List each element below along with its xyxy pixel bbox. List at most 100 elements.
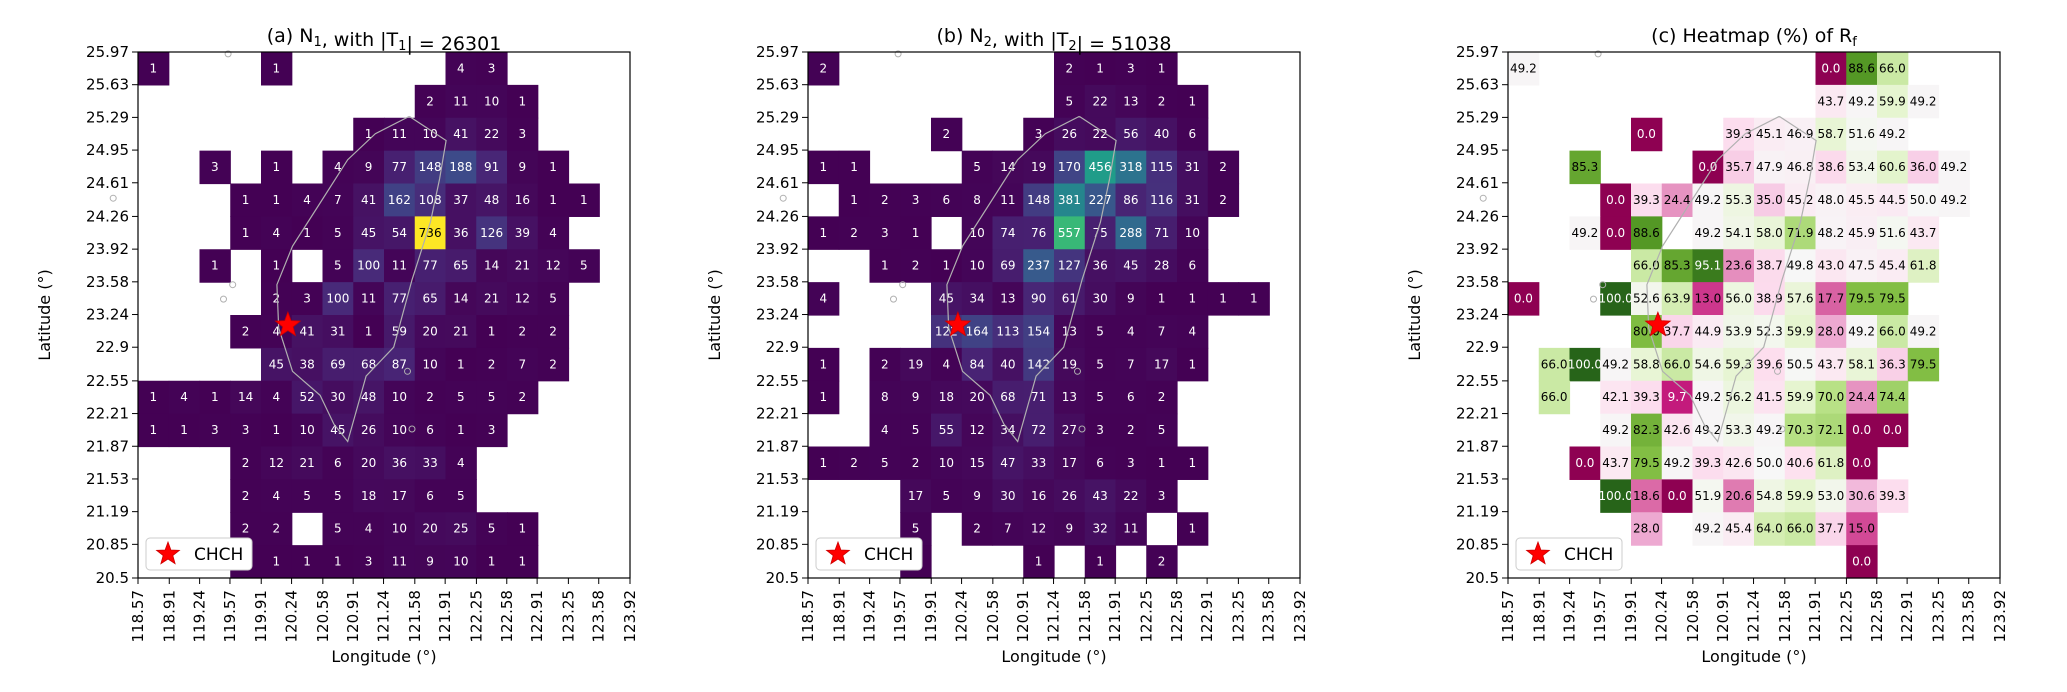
cell-value-label: 227: [1089, 193, 1112, 207]
heatmap-cell: [1877, 52, 1909, 86]
cell-value-label: 77: [422, 259, 437, 273]
heatmap-cell: [1815, 249, 1847, 283]
heatmap-cell: [1631, 512, 1663, 546]
cell-value-label: 54.8: [1756, 489, 1783, 503]
island-outline: [109, 194, 117, 202]
y-tick-label: 20.5: [766, 569, 799, 587]
cell-value-label: 1: [303, 226, 311, 240]
cell-value-label: 52: [299, 390, 314, 404]
cell-value-label: 53.0: [1818, 489, 1845, 503]
heatmap-cell: [1115, 315, 1147, 349]
heatmap-cell: [992, 249, 1024, 283]
x-tick-label: 120.58: [1684, 590, 1702, 643]
cell-value-label: 2: [488, 357, 496, 371]
y-tick-label: 22.21: [1456, 405, 1499, 423]
heatmap-cell: [1723, 216, 1755, 250]
cell-value-label: 21: [515, 259, 530, 273]
heatmap-cell: [1115, 479, 1147, 513]
y-tick-label: 22.9: [766, 338, 799, 356]
y-tick-label: 23.92: [86, 240, 129, 258]
heatmap-cell: [445, 347, 477, 382]
heatmap-cell: [900, 380, 932, 415]
cell-value-label: 72: [1031, 423, 1046, 437]
heatmap-cell: [445, 52, 477, 86]
cell-value-label: 43.7: [1910, 226, 1937, 240]
cell-value-label: 51.6: [1848, 127, 1875, 141]
heatmap-cell: [869, 216, 901, 250]
heatmap-cell: [414, 183, 447, 217]
cell-value-label: 76: [1031, 226, 1046, 240]
y-tick-label: 24.95: [86, 141, 129, 159]
cell-value-label: 21: [453, 324, 468, 338]
cell-value-label: 49.2: [1510, 61, 1537, 75]
cell-value-label: 5: [334, 489, 342, 503]
x-tick-label: 120.24: [283, 590, 301, 643]
cell-value-label: 6: [943, 193, 951, 207]
cell-value-label: 3: [365, 555, 373, 569]
cell-value-label: 14: [484, 259, 499, 273]
cell-value-label: 148: [419, 160, 442, 174]
island-outline: [220, 295, 227, 303]
y-tick-label: 21.53: [86, 470, 129, 488]
cell-value-label: 13.0: [1695, 292, 1722, 306]
heatmap-cell: [291, 446, 324, 480]
y-tick-label: 23.24: [86, 306, 129, 324]
heatmap-cell: [961, 479, 994, 513]
cell-value-label: 17: [1154, 357, 1169, 371]
legend: CHCH: [815, 537, 923, 571]
heatmap-cell: [961, 413, 994, 448]
heatmap-cell: [322, 249, 354, 283]
heatmap-cell: [1023, 117, 1055, 152]
cell-value-label: 39: [515, 226, 530, 240]
heatmap-cell: [931, 380, 963, 415]
cell-value-label: 79.5: [1879, 292, 1906, 306]
cell-value-label: 56: [1123, 127, 1138, 141]
cell-value-label: 0.0: [1852, 423, 1871, 437]
cell-value-label: 15.0: [1848, 522, 1875, 536]
cell-value-label: 1: [549, 160, 557, 174]
heatmap-cell: [838, 150, 871, 185]
cell-value-label: 19: [908, 357, 923, 371]
y-tick-label: 21.87: [756, 437, 799, 455]
cell-value-label: 5: [1066, 94, 1074, 108]
cell-value-label: 0.0: [1821, 61, 1840, 75]
heatmap-cell: [138, 52, 170, 86]
cell-value-label: 2: [549, 324, 557, 338]
heatmap-cell: [476, 52, 508, 86]
heatmap-cell: [1600, 413, 1632, 448]
cell-value-label: 2: [519, 390, 527, 404]
heatmap-cell: [353, 479, 385, 513]
cell-value-label: 1: [211, 390, 219, 404]
cell-value-label: 41: [299, 324, 314, 338]
heatmap-cell: [1846, 380, 1878, 415]
x-tick-label: 123.25: [1929, 590, 1947, 643]
legend-label: CHCH: [1564, 545, 1613, 565]
cell-value-label: 31: [330, 324, 345, 338]
x-tick-label: 118.91: [160, 590, 178, 643]
cell-value-label: 10: [392, 522, 407, 536]
heatmap-cell: [961, 150, 994, 185]
cell-value-label: 10: [939, 456, 954, 470]
heatmap-cell: [1054, 315, 1086, 349]
cell-value-label: 58.7: [1818, 127, 1845, 141]
cell-value-label: 65: [422, 292, 437, 306]
heatmap-cell: [353, 512, 385, 546]
cell-value-label: 5: [334, 259, 342, 273]
heatmap-cell: [199, 150, 231, 185]
cell-value-label: 5: [580, 259, 588, 273]
cell-value-label: 16: [1031, 489, 1046, 503]
cell-value-label: 108: [419, 193, 442, 207]
heatmap-cell: [1784, 282, 1817, 316]
x-tick-label: 123.58: [590, 590, 608, 643]
cell-value-label: 16: [515, 193, 530, 207]
cell-value-label: 17: [908, 489, 923, 503]
cell-value-label: 61.8: [1818, 456, 1845, 470]
cell-value-label: 66.0: [1633, 259, 1660, 273]
cell-value-label: 43: [1092, 489, 1107, 503]
heatmap-cell: [1784, 150, 1817, 185]
heatmap-cell: [230, 413, 262, 448]
heatmap-cell: [291, 282, 324, 316]
cell-value-label: 10: [299, 423, 314, 437]
cell-value-label: 10: [484, 94, 499, 108]
